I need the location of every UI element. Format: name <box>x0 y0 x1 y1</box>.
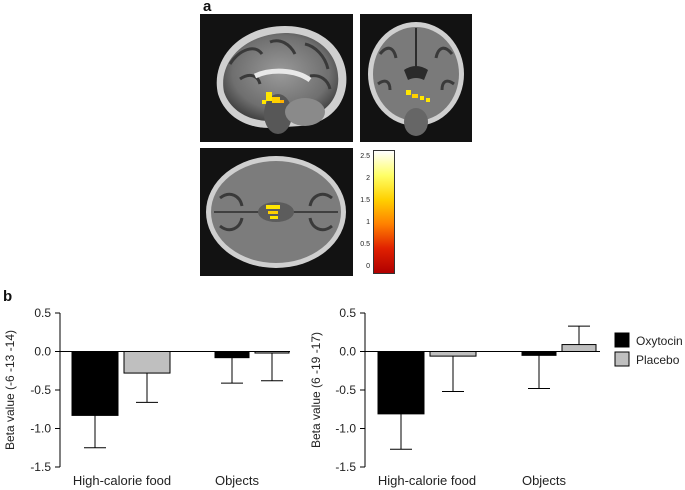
colorbar-tick-label: 1.5 <box>360 197 370 204</box>
legend-label-placebo: Placebo <box>636 353 680 367</box>
y-tick-label: -1.5 <box>30 460 51 474</box>
y-tick-label: 0.5 <box>34 306 51 320</box>
activation-blob <box>420 96 424 100</box>
activation-blob <box>266 205 280 209</box>
activation-blob <box>266 92 272 101</box>
bar-oxytocin <box>521 351 557 356</box>
category-label: High-calorie food <box>378 473 476 488</box>
bar-oxytocin <box>71 351 119 416</box>
colorbar-tick-label: 0 <box>366 263 370 270</box>
legend-label-oxytocin: Oxytocin <box>636 334 683 348</box>
bar-placebo <box>429 351 477 357</box>
y-tick-label: 0.0 <box>339 345 356 359</box>
panel-a-label: a <box>203 0 212 15</box>
category-label: High-calorie food <box>73 473 171 488</box>
activation-blob <box>280 100 284 103</box>
activation-blob <box>270 216 278 219</box>
y-tick-label: 0.0 <box>34 345 51 359</box>
colorbar-tick-label: 0.5 <box>360 241 370 248</box>
y-tick-label: -1.5 <box>335 460 356 474</box>
axial-brain-image <box>200 148 353 276</box>
bar-placebo <box>561 344 597 353</box>
activation-blob <box>412 94 418 98</box>
sagittal-brain-image <box>200 14 353 142</box>
activation-blob <box>262 100 266 104</box>
colorbar-tick-label: 1 <box>366 219 370 226</box>
y-axis-label: Beta value (-6 -13 -14) <box>3 330 17 450</box>
activation-blob <box>426 98 430 102</box>
colorbar: 2.5 2 1.5 1 0.5 0 <box>356 150 406 274</box>
y-axis-label: Beta value (6 -19 -17) <box>309 332 323 448</box>
y-tick-label: -1.0 <box>30 422 51 436</box>
panel-b-label: b <box>3 288 13 305</box>
colorbar-tick-label: 2 <box>366 175 370 182</box>
legend-swatch-oxytocin <box>614 332 630 348</box>
activation-blob <box>406 90 411 95</box>
legend-swatch-placebo <box>614 351 630 367</box>
bar-oxytocin <box>214 351 250 359</box>
y-tick-label: -1.0 <box>335 422 356 436</box>
coronal-brain-image <box>360 14 472 142</box>
colorbar-tick-label: 2.5 <box>360 153 370 160</box>
bar-oxytocin <box>377 351 425 415</box>
y-tick-label: 0.5 <box>339 306 356 320</box>
activation-blob <box>272 97 280 103</box>
activation-blob <box>268 211 278 214</box>
category-label: Objects <box>522 473 567 488</box>
category-label: Objects <box>215 473 260 488</box>
bar-placebo <box>254 351 290 354</box>
colorbar-gradient <box>373 150 395 274</box>
y-tick-label: -0.5 <box>30 383 51 397</box>
y-tick-label: -0.5 <box>335 383 356 397</box>
bar-placebo <box>123 351 171 374</box>
